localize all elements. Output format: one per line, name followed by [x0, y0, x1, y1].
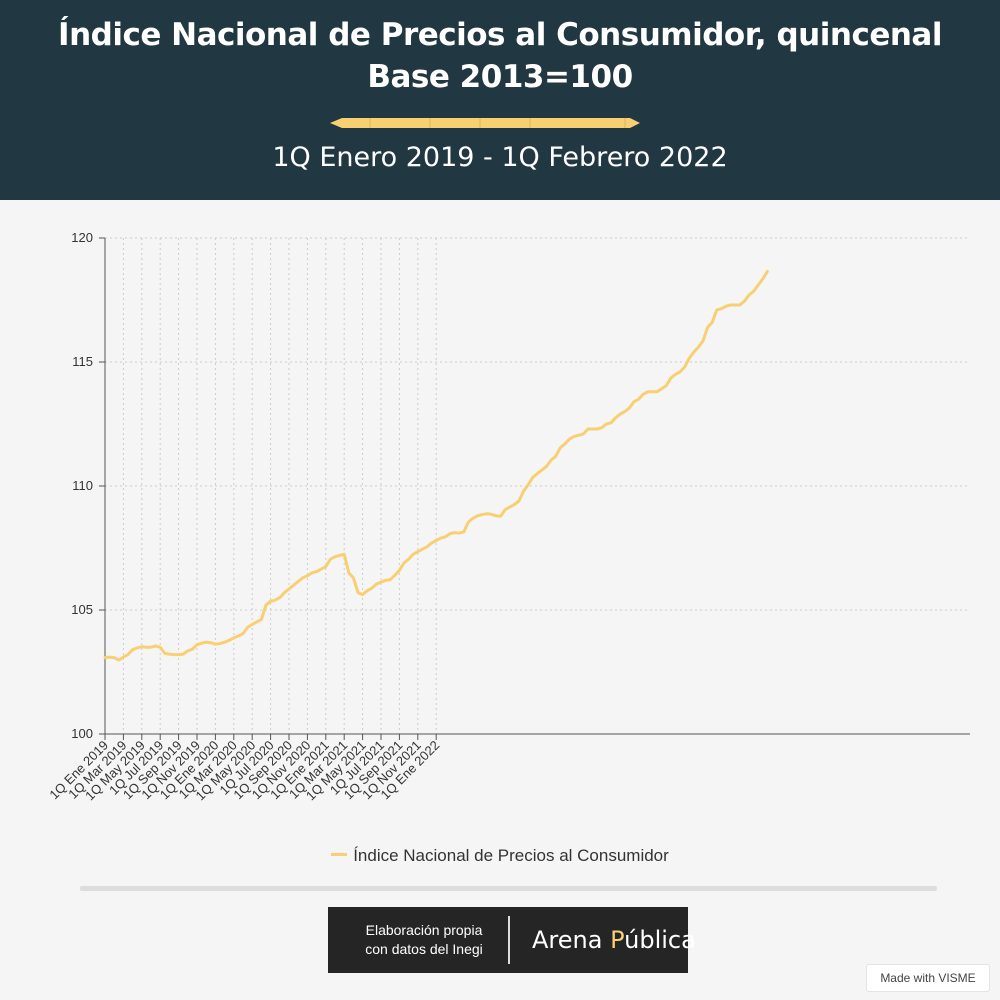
credit-separator [508, 916, 510, 964]
y-tick-label: 115 [72, 354, 93, 369]
title-line-1: Índice Nacional de Precios al Consumidor… [58, 17, 942, 53]
y-tick-label: 105 [71, 602, 93, 617]
brand-text-2: ública [624, 926, 696, 954]
credit-line-1: Elaboración propia [365, 922, 483, 938]
page-title: Índice Nacional de Precios al Consumidor… [0, 14, 1000, 98]
brand-highlight: P [610, 926, 625, 954]
brand-text-1: Arena [532, 926, 611, 954]
credit-text: Elaboración propia con datos del Inegi [344, 921, 504, 959]
y-tick-label: 100 [71, 726, 93, 741]
title-line-2: Base 2013=100 [367, 59, 633, 95]
header: Índice Nacional de Precios al Consumidor… [0, 0, 1000, 200]
credit-box: Elaboración propia con datos del Inegi A… [328, 907, 696, 973]
brand-logo: Arena Pública [532, 926, 696, 954]
legend-label: Índice Nacional de Precios al Consumidor [353, 846, 669, 865]
chart-legend: Índice Nacional de Precios al Consumidor [0, 846, 1000, 866]
subtitle: 1Q Enero 2019 - 1Q Febrero 2022 [272, 142, 728, 173]
footer-divider [80, 886, 937, 891]
made-with-visme-badge[interactable]: Made with VISME [866, 964, 990, 992]
chart-grid [104, 237, 970, 735]
credit-line-2: con datos del Inegi [365, 941, 483, 957]
series-line-inpc [103, 270, 769, 662]
y-tick-label: 110 [72, 478, 93, 493]
y-tick-label: 120 [71, 230, 93, 245]
pencil-divider-icon [330, 118, 640, 128]
chart-series [103, 270, 769, 662]
legend-swatch [331, 853, 348, 857]
y-axis-ticks: 100 105 110 115 120 [71, 230, 105, 741]
